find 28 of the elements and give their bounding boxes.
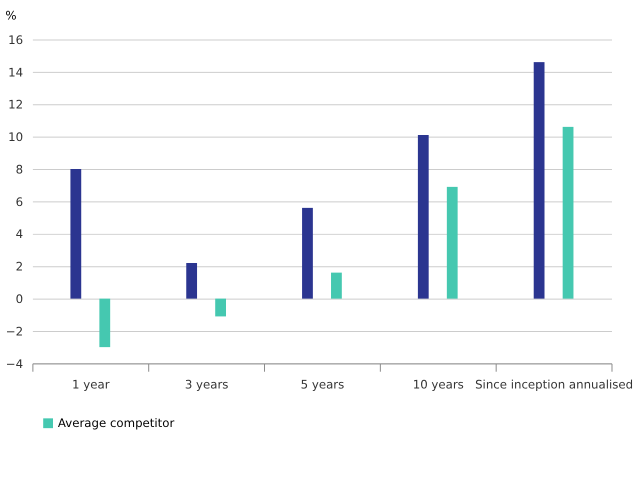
x-tick-label: 1 year [72,377,110,392]
y-tick-label: 12 [8,98,24,112]
bar [446,186,458,299]
bar [331,272,342,299]
y-tick-label: 8 [16,162,24,176]
x-tick-label: 3 years [184,377,228,392]
y-tick-label: −2 [6,324,24,338]
x-tick-label: Since inception annualised [475,377,634,392]
bar [70,169,82,299]
bar [418,135,429,299]
bar [99,298,110,348]
y-tick-label: 6 [16,194,24,209]
bar [534,62,545,299]
y-tick-label: 0 [16,292,24,306]
bar [186,262,198,299]
x-tick-label: 5 years [300,377,344,392]
y-tick-label: 2 [16,260,24,274]
y-axis-title: % [5,8,17,22]
bar [215,298,226,316]
x-tick-label: 10 years [412,377,464,392]
y-tick-label: 14 [8,65,24,80]
bar [302,208,313,299]
legend-label: Average competitor [58,416,174,430]
bar [562,126,574,299]
y-tick-label: 16 [8,32,24,47]
y-tick-label: 4 [16,227,24,242]
y-tick-label: 10 [8,130,24,144]
y-tick-label: −4 [6,356,24,371]
